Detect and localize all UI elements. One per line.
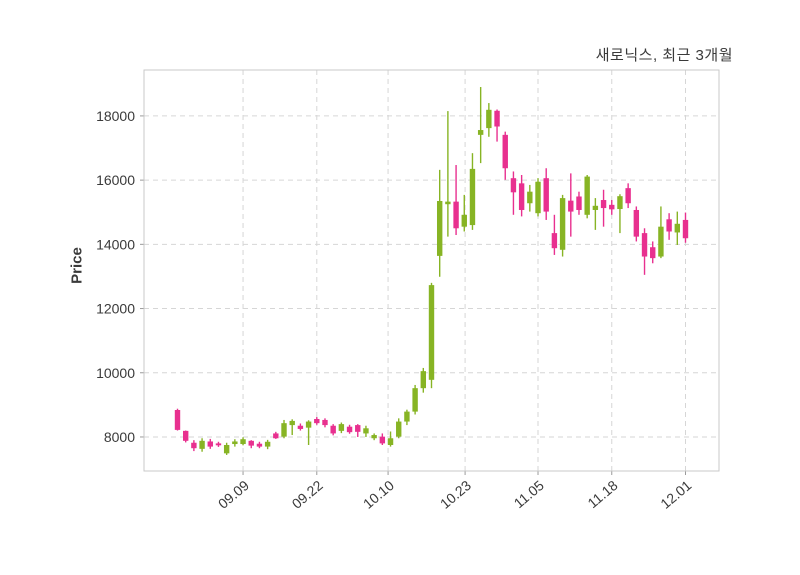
y-tick-label: 18000	[96, 108, 135, 124]
candle-body	[617, 196, 623, 210]
candle-body	[658, 226, 664, 257]
candle-body	[494, 110, 500, 127]
plot-area	[144, 70, 719, 471]
candle-body	[182, 430, 189, 441]
candle-body	[240, 439, 246, 445]
y-tick-label: 10000	[96, 365, 135, 381]
candle-body	[297, 425, 304, 429]
candle-body	[559, 198, 566, 250]
candle-body	[445, 201, 451, 205]
candle-body	[682, 219, 689, 239]
x-tick-label: 09.22	[289, 477, 326, 512]
y-tick-label: 12000	[96, 301, 135, 317]
candle-body	[674, 223, 681, 233]
candle-body	[609, 204, 615, 210]
candle-body	[420, 371, 427, 389]
candle-body	[191, 442, 197, 449]
candle-body	[355, 425, 361, 432]
candle-body	[576, 196, 582, 210]
candle-body	[477, 130, 484, 135]
plot-border	[143, 69, 720, 472]
candle-body	[666, 219, 672, 232]
y-axis-label: Price	[68, 247, 86, 284]
y-tick-label: 16000	[96, 172, 135, 188]
candle-body	[592, 205, 599, 210]
candle-body	[412, 388, 418, 412]
x-tick-label: 12.01	[657, 477, 694, 512]
x-tick-label: 11.05	[511, 477, 547, 511]
candle-body	[387, 438, 394, 445]
candle-body	[232, 441, 238, 445]
candle-body	[486, 109, 492, 129]
candle-body	[223, 444, 230, 454]
candle-body	[641, 233, 648, 257]
candle-body	[404, 411, 410, 422]
candle-body	[281, 423, 287, 437]
candle-body	[215, 443, 222, 446]
candle-body	[371, 435, 377, 439]
candle-body	[584, 176, 590, 215]
candle-body	[543, 178, 549, 212]
candle-body	[502, 134, 508, 169]
candle-body	[396, 421, 402, 437]
candle-body	[428, 285, 435, 380]
candle-body	[527, 191, 533, 204]
candle-body	[305, 421, 312, 428]
candle-body	[650, 247, 656, 259]
candle-body	[289, 420, 295, 426]
candle-body	[535, 181, 541, 214]
candle-body	[363, 428, 369, 434]
x-tick-label: 10.23	[437, 477, 474, 512]
candle-body	[338, 424, 345, 431]
candle-body	[322, 419, 328, 426]
candle-body	[510, 178, 517, 193]
candle-body	[264, 441, 271, 447]
candle-body	[199, 440, 205, 449]
x-tick-label: 11.18	[584, 477, 620, 511]
candle-body	[248, 440, 254, 446]
candle-body	[551, 233, 558, 249]
chart-title: 새로닉스, 최근 3개월	[595, 47, 733, 64]
candle-body	[436, 200, 443, 256]
candle-body	[379, 436, 386, 444]
candle-body	[633, 209, 640, 237]
candle-body	[330, 425, 336, 434]
candle-body	[314, 418, 320, 424]
candle-body	[453, 201, 459, 229]
candle-body	[346, 426, 353, 433]
x-tick-label: 10.10	[360, 477, 397, 512]
candle-body	[207, 441, 213, 447]
candle-body	[469, 168, 476, 226]
candle-body	[518, 183, 525, 210]
candle-body	[625, 188, 631, 204]
candle-body	[568, 200, 574, 212]
candle-body	[174, 409, 181, 430]
candle-body	[600, 200, 607, 209]
candle-body	[461, 214, 467, 227]
y-tick-label: 14000	[96, 236, 135, 252]
y-tick-label: 8000	[104, 429, 135, 445]
x-tick-label: 09.09	[215, 477, 252, 512]
candle-body	[273, 433, 279, 439]
candle-body	[256, 443, 263, 447]
